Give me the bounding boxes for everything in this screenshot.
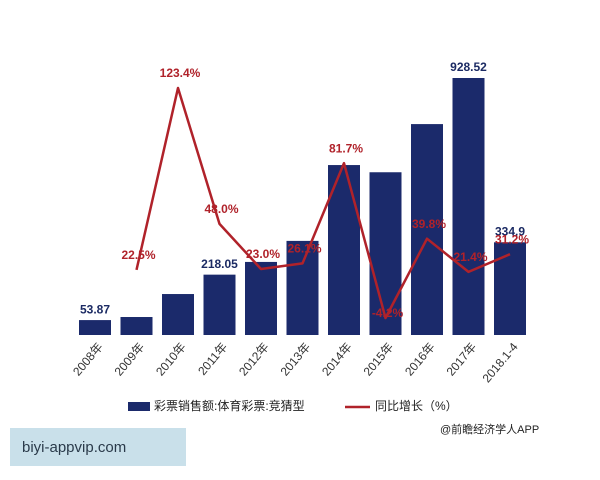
bar [328, 165, 360, 335]
bar [162, 294, 194, 335]
x-tick-label: 2015年 [361, 340, 397, 379]
line-label: 48.0% [204, 202, 238, 216]
bar [286, 240, 319, 335]
line-label: 21.4% [453, 250, 487, 264]
x-tick-label: 2013年 [278, 340, 314, 379]
bar-label: 218.05 [201, 257, 238, 271]
x-tick-label: 2017年 [444, 340, 480, 379]
legend-label: 同比增长（%） [375, 399, 458, 413]
bar [452, 78, 485, 335]
legend-swatch [128, 402, 150, 411]
line-label: 22.5% [121, 248, 155, 262]
bar [369, 172, 402, 335]
bar-label: 928.52 [450, 60, 487, 74]
bar-label: 334.9 [495, 224, 525, 238]
bar [245, 261, 277, 335]
overlay-box [10, 428, 186, 466]
bar [411, 124, 443, 335]
line-label: 81.7% [329, 141, 363, 155]
bar [494, 242, 526, 335]
line-label: 39.8% [412, 217, 446, 231]
line-label: 23.0% [246, 247, 280, 261]
x-tick-label: 2009年 [112, 340, 148, 379]
bar-label: 53.87 [80, 302, 110, 316]
x-tick-label: 2014年 [319, 340, 355, 379]
x-tick-label: 2012年 [236, 340, 272, 379]
legend-label: 彩票销售额:体育彩票:竞猜型 [154, 398, 305, 413]
x-tick-label: 2010年 [153, 340, 189, 379]
x-tick-label: 2018.1-4 [480, 340, 521, 386]
line-label: -4.2% [372, 306, 404, 320]
line-label: 26.1% [287, 242, 321, 256]
credit: @前瞻经济学人APP [440, 422, 539, 436]
bar [120, 317, 153, 335]
overlay-text: biyi-appvip.com [22, 439, 126, 456]
bar [79, 320, 111, 335]
x-tick-label: 2008年 [70, 340, 106, 379]
line-label: 31.2% [495, 232, 529, 246]
line-label: 123.4% [160, 66, 201, 80]
x-tick-label: 2011年 [195, 340, 230, 378]
bar [203, 274, 236, 335]
growth-line [135, 86, 511, 320]
x-tick-label: 2016年 [402, 340, 438, 379]
